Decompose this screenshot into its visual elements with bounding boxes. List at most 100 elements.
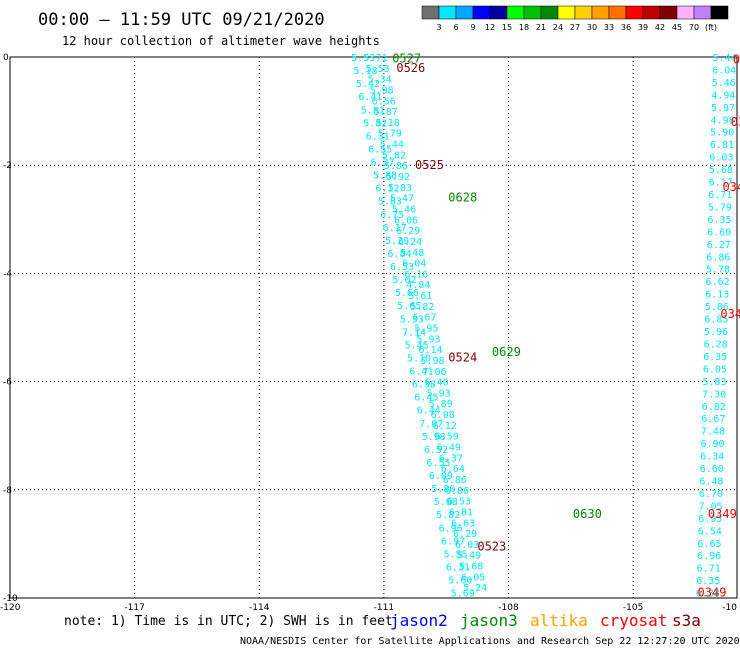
- satellite-legend: jason2 jason3 altika cryosat s3a: [390, 611, 701, 630]
- swh-value: 6.60: [707, 227, 731, 238]
- swh-value: 6.27: [707, 240, 731, 251]
- legend-label: 12: [485, 23, 495, 32]
- swh-value: 6.44: [417, 406, 441, 417]
- swh-value: 6.16: [404, 269, 428, 280]
- legend-swatch: [472, 5, 491, 20]
- swh-value: 5.82: [436, 510, 460, 521]
- swh-value: 6.86: [443, 475, 467, 486]
- swh-value: 5.46: [392, 204, 416, 215]
- swh-value: 6.97: [441, 536, 465, 547]
- swh-value: 5.81: [361, 105, 385, 116]
- pass-label: 0525: [415, 158, 444, 172]
- y-tick-label: -8: [3, 486, 12, 496]
- data-layer: 5.715.535.345.986.565.875.185.795.445.82…: [351, 53, 737, 600]
- swh-value: 5.53: [366, 64, 390, 75]
- swh-value: 6.05: [703, 364, 727, 375]
- swh-value: 5.68: [459, 562, 483, 573]
- y-tick-label: -4: [3, 269, 12, 279]
- y-tick-label: -10: [3, 594, 18, 604]
- pass-label: 0628: [448, 191, 477, 205]
- pass-label: 034: [731, 115, 740, 129]
- legend-swatch: [574, 5, 593, 20]
- plot-frame: [9, 56, 738, 599]
- pass-label: 0524: [448, 350, 477, 364]
- swh-value: 5.33: [400, 314, 424, 325]
- swh-value: 4.98: [711, 115, 735, 126]
- swh-value: 6.29: [453, 529, 477, 540]
- swh-value: 5.79: [708, 202, 732, 213]
- swh-value: 6.96: [697, 551, 721, 562]
- legend-label: 21: [536, 23, 546, 32]
- swh-value: 5.44: [712, 53, 736, 64]
- pass-label: 0526: [396, 61, 425, 75]
- chart-subtitle: 12 hour collection of altimeter wave hei…: [62, 34, 380, 48]
- satellite-s3a: s3a: [672, 611, 701, 630]
- swh-value: 6.90: [701, 439, 725, 450]
- axis-ticks: -120 -117 -114 -111 -108 -105 -10 0 -2 -4 -6 -8 -10: [0, 53, 737, 613]
- swh-value: 6.40: [425, 378, 449, 389]
- swh-value: 6.12: [433, 421, 457, 432]
- swh-value: 6.13: [705, 290, 729, 301]
- legend-swatch: [455, 5, 474, 20]
- swh-value: 5.97: [711, 103, 735, 114]
- swh-value: 5.98: [421, 356, 445, 367]
- swh-value: 6.82: [702, 402, 726, 413]
- swh-value: 5.90: [710, 128, 734, 139]
- swh-value: 5.45: [405, 340, 429, 351]
- legend-label: 9: [470, 23, 475, 32]
- swh-value: 6.31: [446, 562, 470, 573]
- legend-swatch: [591, 5, 610, 20]
- legend-label: 33: [604, 23, 614, 32]
- swh-value: 4.84: [406, 280, 430, 291]
- legend-label: 6: [453, 23, 458, 32]
- credit-line: NOAA/NESDIS Center for Satellite Applica…: [240, 636, 740, 647]
- swh-value: 5.78: [706, 265, 730, 276]
- swh-value: 6.35: [707, 215, 731, 226]
- swh-value: 7.48: [701, 427, 725, 438]
- pass-label: 0523: [477, 540, 506, 554]
- swh-value: 5.87: [374, 107, 398, 118]
- y-tick-label: 0: [3, 53, 9, 63]
- swh-value: 6.03: [709, 153, 733, 164]
- swh-value: 5.98: [370, 85, 394, 96]
- swh-value: 6.62: [706, 277, 730, 288]
- swh-value: 6.45: [414, 393, 438, 404]
- swh-value: 6.06: [394, 215, 418, 226]
- x-tick-label: -120: [0, 603, 21, 613]
- pass-label: 0348: [720, 307, 740, 321]
- swh-value: 5.48: [400, 248, 424, 259]
- swh-value: 6.86: [706, 252, 730, 263]
- legend-label: 30: [587, 23, 597, 32]
- swh-value: 6.41: [409, 367, 433, 378]
- legend-label: 3: [436, 23, 441, 32]
- swh-value: 5.53: [351, 53, 375, 64]
- satellite-jason2: jason2: [390, 611, 448, 630]
- swh-value: 6.35: [703, 352, 727, 363]
- legend-swatch: [608, 5, 627, 20]
- swh-value: 5.68: [709, 165, 733, 176]
- legend-label: 15: [502, 23, 512, 32]
- swh-value: 5.34: [368, 75, 392, 86]
- swh-value: 5.82: [363, 118, 387, 129]
- legend-swatch: [659, 5, 678, 20]
- swh-value: 6.04: [402, 259, 426, 270]
- x-tick-label: -10: [722, 603, 737, 613]
- swh-value: 6.24: [398, 237, 422, 248]
- swh-value: 5.49: [457, 551, 481, 562]
- swh-value: 5.47: [390, 194, 414, 205]
- legend-swatch: [625, 5, 644, 20]
- swh-value: 6.67: [701, 414, 725, 425]
- legend-label: (ft): [705, 23, 717, 32]
- legend-swatch: [421, 5, 440, 20]
- swh-value: 6.53: [447, 497, 471, 508]
- swh-value: 6.49: [437, 443, 461, 454]
- swh-value: 5.18: [376, 118, 400, 129]
- swh-value: 6.86: [445, 486, 469, 497]
- swh-value: 6.29: [396, 226, 420, 237]
- swh-value: 6.63: [451, 518, 475, 529]
- legend-label: 45: [672, 23, 682, 32]
- swh-value: 6.96: [439, 523, 463, 534]
- swh-value: 7.06: [423, 367, 447, 378]
- swh-value: 5.02: [392, 275, 416, 286]
